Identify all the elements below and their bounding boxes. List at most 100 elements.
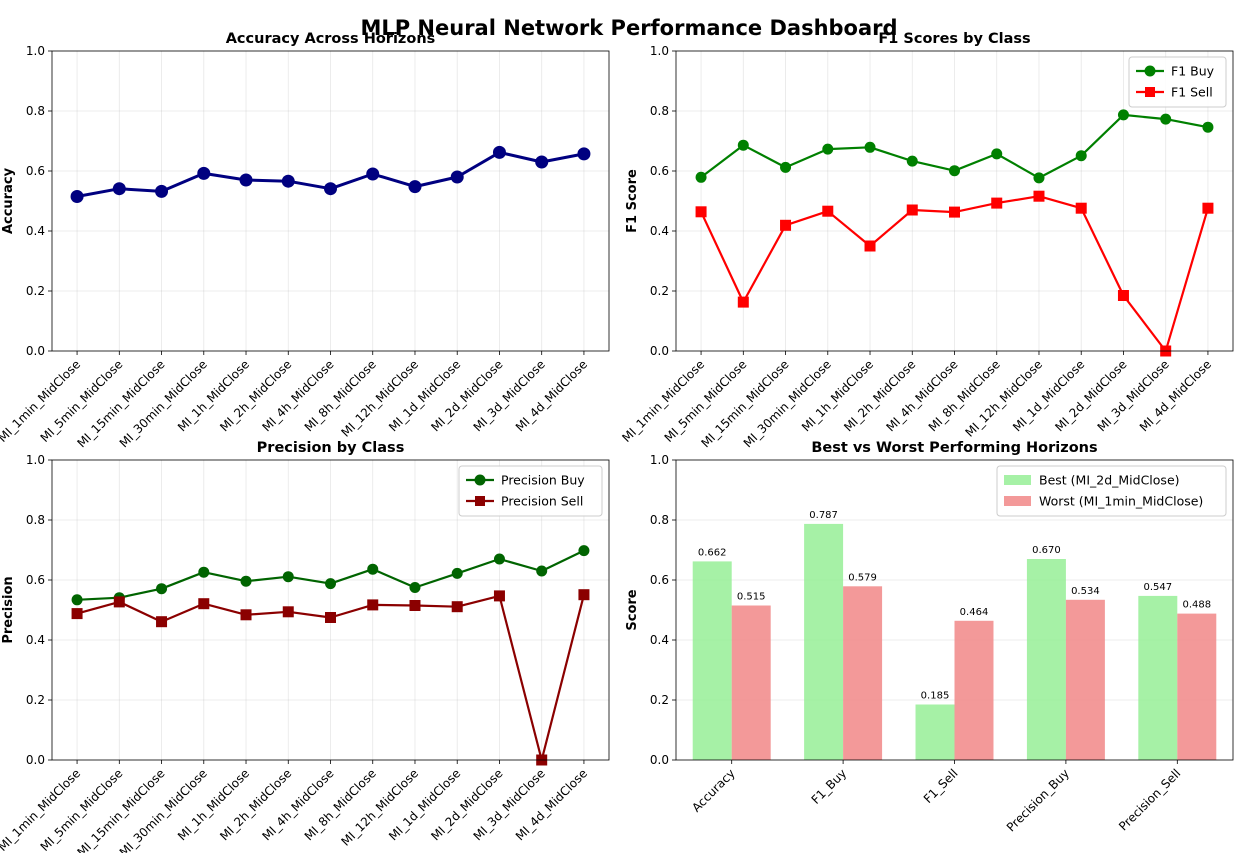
y-axis-label: Precision [1, 576, 16, 643]
x-tick-label: MI_2d_MidClose [428, 357, 505, 434]
bar-data-label: 0.515 [737, 592, 766, 603]
y-tick-label: 1.0 [26, 453, 45, 467]
legend-marker [1145, 87, 1155, 97]
data-point [695, 206, 707, 218]
data-point [695, 171, 707, 183]
bar-data-label: 0.579 [848, 572, 877, 583]
x-tick-label: MI_3d_MidClose [471, 357, 548, 434]
y-tick-label: 0.0 [26, 753, 45, 767]
y-tick-label: 0.0 [26, 344, 45, 358]
data-point [1117, 290, 1129, 301]
data-point [240, 609, 252, 621]
chart-title: Best vs Worst Performing Horizons [811, 440, 1097, 456]
bar [1177, 613, 1217, 760]
x-tick-label: MI_1h_MidClose [175, 357, 252, 434]
legend-box [458, 465, 603, 517]
data-point [949, 165, 960, 177]
y-axis-label: Accuracy [1, 167, 16, 234]
legend: Precision Buy Precision Sell [458, 465, 603, 517]
data-point [780, 161, 792, 173]
x-tick-label: MI_2d_MidClose [428, 766, 505, 843]
data-point [991, 197, 1003, 209]
data-point [366, 167, 380, 181]
bar [804, 523, 844, 760]
data-point [991, 148, 1003, 160]
x-tick-label: MI_5min_MidClose [38, 357, 126, 445]
x-tick-label: MI_4h_MidClose [259, 357, 336, 434]
data-point [409, 600, 421, 611]
y-tick-label: 0.6 [650, 164, 669, 178]
y-tick-label: 1.0 [650, 453, 669, 467]
bar [1065, 599, 1105, 760]
chart-title: Precision by Class [257, 440, 405, 456]
legend-label: F1 Sell [1171, 85, 1213, 100]
data-point [864, 141, 876, 153]
y-tick-label: 0.4 [650, 633, 669, 647]
chart-title: F1 Scores by Class [878, 31, 1030, 47]
data-point [71, 594, 83, 606]
y-tick-label: 0.6 [26, 573, 45, 587]
data-point [1033, 190, 1045, 202]
y-tick-label: 0.8 [650, 104, 669, 118]
legend-swatch [1004, 496, 1031, 506]
y-tick-label: 0.4 [650, 224, 669, 238]
dashboard-title: MLP Neural Network Performance Dashboard [360, 16, 897, 40]
data-point [240, 575, 252, 587]
x-tick-label: MI_2h_MidClose [217, 357, 294, 434]
y-tick-label: 0.4 [26, 224, 45, 238]
data-point [324, 182, 337, 196]
data-point [156, 616, 168, 628]
bar-data-label: 0.488 [1182, 600, 1211, 611]
data-point [325, 612, 336, 623]
axes-frame [675, 459, 1234, 761]
data-point [577, 147, 591, 161]
bar [1138, 595, 1178, 760]
data-point [949, 206, 960, 218]
x-tick-label: MI_1d_MidClose [1010, 357, 1087, 434]
bar [692, 561, 732, 760]
x-tick-label: MI_1d_MidClose [386, 766, 463, 843]
bar-data-label: 0.464 [960, 607, 989, 618]
y-tick-label: 1.0 [650, 44, 669, 58]
data-point [1117, 109, 1129, 121]
chart-title: Accuracy Across Horizons [226, 31, 436, 47]
data-point [906, 204, 918, 216]
data-point [906, 155, 918, 167]
legend-label: Precision Sell [501, 494, 583, 509]
data-point [1033, 172, 1045, 184]
y-tick-label: 0.2 [26, 693, 45, 707]
data-point [1075, 202, 1087, 214]
data-point [822, 143, 834, 155]
data-point [1075, 150, 1087, 162]
x-tick-label: MI_5min_MidClose [38, 766, 126, 853]
data-point [737, 139, 749, 151]
legend: F1 Buy F1 Sell [1128, 56, 1227, 108]
bar-data-label: 0.185 [921, 691, 950, 702]
legend: Best (MI_2d_MidClose) Worst (MI_1min_MidC… [996, 465, 1227, 517]
bar [954, 620, 994, 760]
bar-data-label: 0.787 [809, 510, 838, 521]
x-tick-label: MI_2h_MidClose [841, 357, 918, 434]
data-point [451, 601, 463, 613]
bar-data-label: 0.547 [1143, 582, 1172, 593]
y-tick-label: 0.6 [26, 164, 45, 178]
y-tick-label: 0.2 [650, 693, 669, 707]
x-tick-label: MI_12h_MidClose [339, 766, 422, 849]
data-point [112, 182, 126, 196]
data-point [367, 599, 379, 611]
x-tick-label: F1_Sell [921, 766, 961, 806]
legend-label: F1 Buy [1171, 64, 1215, 79]
data-point [822, 205, 834, 217]
x-tick-label: F1_Buy [809, 766, 850, 807]
x-tick-label: MI_2d_MidClose [1052, 357, 1129, 434]
data-point [155, 184, 169, 198]
x-tick-label: Precision_Buy [1004, 766, 1072, 834]
legend-marker [474, 474, 486, 486]
bar [915, 704, 955, 760]
y-tick-label: 0.2 [26, 284, 45, 298]
legend-marker [475, 496, 485, 506]
data-point [282, 571, 294, 583]
x-tick-label: MI_4d_MidClose [513, 766, 590, 843]
x-tick-label: MI_4d_MidClose [1137, 357, 1214, 434]
